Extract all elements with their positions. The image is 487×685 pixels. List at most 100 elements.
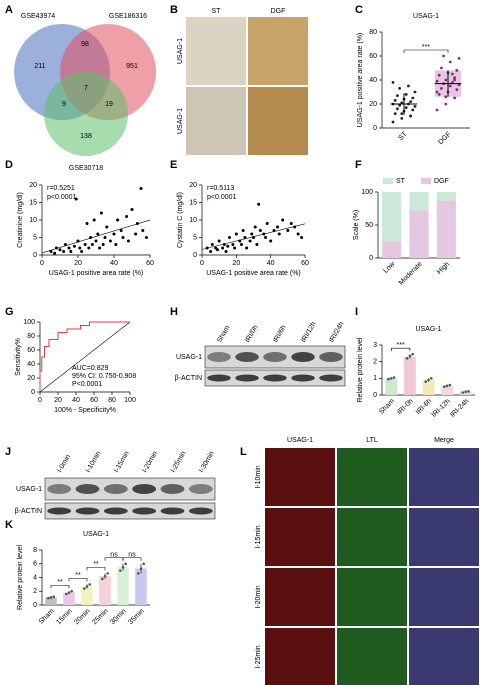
point xyxy=(222,243,226,246)
point xyxy=(80,250,84,253)
y-axis-title: Scale (%) xyxy=(353,210,360,240)
x-tick-label: 0 xyxy=(200,260,204,267)
dot xyxy=(83,587,86,590)
dot xyxy=(85,585,89,588)
sig-label: ns xyxy=(128,552,136,559)
column-label: DGF xyxy=(271,8,286,15)
x-tick-label: 60 xyxy=(301,260,309,267)
dot xyxy=(409,114,412,118)
y-tick-label: 40 xyxy=(27,361,35,368)
bar xyxy=(117,567,129,605)
dot xyxy=(424,380,428,383)
point xyxy=(205,246,209,250)
dot xyxy=(444,102,448,106)
sig-label: *** xyxy=(397,342,405,349)
venn-count: 19 xyxy=(105,101,113,108)
y-tick-label: 0 xyxy=(373,392,377,399)
dot xyxy=(413,90,417,94)
y-tick-label: 10 xyxy=(189,217,197,224)
point xyxy=(227,236,231,239)
dot xyxy=(427,378,430,382)
blot-band xyxy=(47,507,72,515)
blot-band xyxy=(75,484,100,494)
sig-bracket xyxy=(403,49,449,53)
x-tick-label: 40 xyxy=(267,260,275,267)
trend-line xyxy=(41,219,151,254)
dot xyxy=(65,592,68,596)
panel-label: A xyxy=(5,4,13,16)
point xyxy=(103,236,107,239)
row-label: USAG-1 xyxy=(177,38,184,64)
point xyxy=(90,243,94,246)
bar xyxy=(441,385,454,395)
dot xyxy=(405,357,409,360)
y-axis-title: Relative protein level xyxy=(17,545,24,610)
point xyxy=(58,248,62,252)
venn-count: 951 xyxy=(126,63,138,70)
blot-band xyxy=(319,352,343,362)
venn-set-label: GSE186316 xyxy=(109,13,147,20)
blot-band xyxy=(207,352,231,362)
y-tick-label: 15 xyxy=(189,199,197,206)
y-axis-title: Sensitivity% xyxy=(15,338,22,376)
blot-band xyxy=(132,507,157,515)
reference-line xyxy=(39,321,131,393)
blot-band xyxy=(75,507,100,515)
point xyxy=(258,229,262,232)
dot xyxy=(453,78,456,82)
point xyxy=(243,236,247,239)
point xyxy=(69,250,73,253)
fluorescence-image xyxy=(337,448,407,506)
sig-bracket xyxy=(68,578,88,582)
point xyxy=(255,243,259,246)
point xyxy=(239,243,243,246)
y-tick-label: 15 xyxy=(29,199,37,206)
y-tick-label: 2 xyxy=(33,588,37,595)
fluorescence-image xyxy=(337,508,407,566)
dot xyxy=(139,567,143,570)
column-label: ST xyxy=(212,8,222,15)
dot xyxy=(121,565,125,569)
dot xyxy=(411,96,415,100)
dot xyxy=(461,391,465,394)
bar-segment xyxy=(382,241,402,258)
point xyxy=(63,243,67,246)
fluorescence-image xyxy=(265,508,335,566)
dot xyxy=(467,390,470,393)
point xyxy=(139,187,143,190)
point xyxy=(98,246,102,250)
x-tick-label: 40 xyxy=(110,260,118,267)
histology-image xyxy=(186,17,246,85)
legend-label: ST xyxy=(396,178,406,185)
y-tick-label: 100 xyxy=(23,319,35,326)
row-label: USAG-1 xyxy=(177,108,184,134)
dot xyxy=(404,93,408,96)
bar xyxy=(45,597,57,605)
fluorescence-image xyxy=(337,568,407,626)
dot xyxy=(88,583,91,586)
fluorescence-image xyxy=(265,448,335,506)
dot xyxy=(448,383,452,387)
band-label: β-ACTIN xyxy=(175,375,202,382)
dot xyxy=(387,377,390,381)
panel-label: H xyxy=(170,306,178,318)
point xyxy=(272,229,276,232)
fluorescence-image xyxy=(409,628,479,685)
y-tick-label: 0 xyxy=(31,389,35,396)
y-tick-label: 100 xyxy=(361,189,373,196)
histology-image xyxy=(186,87,246,155)
blot-band xyxy=(319,374,343,382)
point xyxy=(67,246,71,250)
point xyxy=(125,215,129,218)
point xyxy=(89,236,93,239)
bar xyxy=(63,592,75,605)
legend-swatch xyxy=(421,178,431,184)
row-label: I-15min xyxy=(255,525,262,548)
point xyxy=(134,232,138,236)
y-tick-label: 20 xyxy=(27,375,35,382)
dot xyxy=(437,93,441,96)
dot xyxy=(457,57,461,60)
y-tick-label: 2 xyxy=(373,359,377,366)
chart-title: USAG-1 xyxy=(415,326,441,333)
panel-label: D xyxy=(5,159,13,171)
